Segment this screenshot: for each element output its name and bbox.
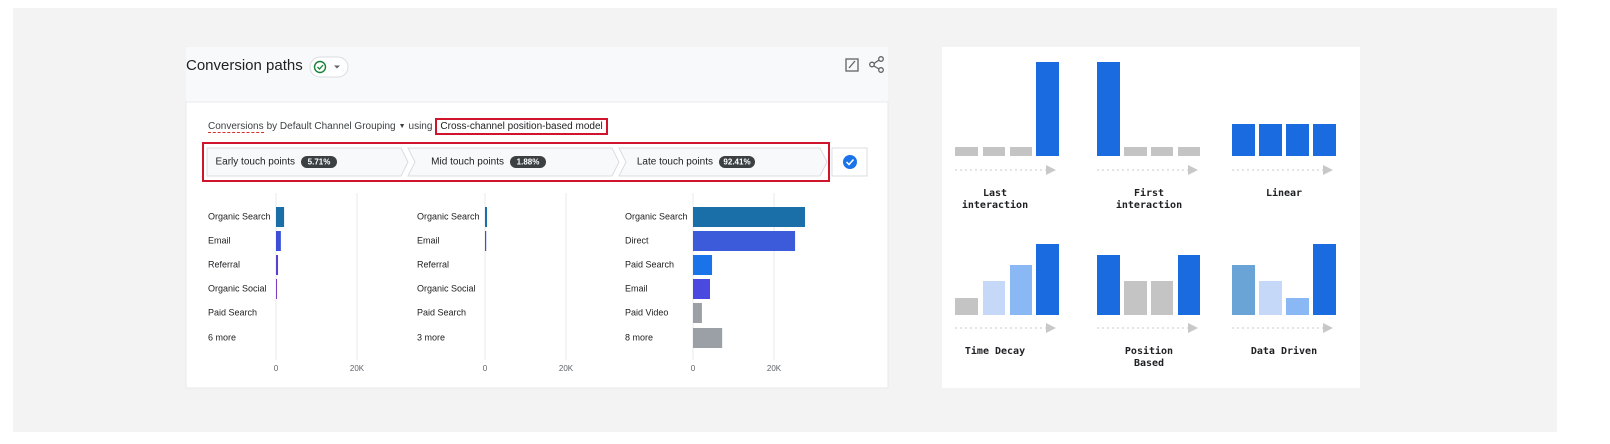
- stage-share: 5.71%: [308, 158, 331, 167]
- bar: [693, 279, 711, 299]
- stage-label: Mid touch points: [431, 157, 504, 168]
- model-label: Position Based: [1124, 346, 1174, 369]
- stage-share: 1.88%: [517, 158, 540, 167]
- category-label: 8 more: [625, 332, 653, 342]
- model-label: First interaction: [1115, 188, 1183, 211]
- x-tick-label: 0: [274, 364, 279, 373]
- category-label: Email: [208, 235, 231, 245]
- model-label: Linear: [1265, 188, 1303, 199]
- x-tick-label: 20K: [767, 364, 782, 373]
- edit-icon[interactable]: [845, 58, 859, 72]
- x-tick-label: 20K: [350, 364, 365, 373]
- model-label: Data Driven: [1250, 346, 1318, 357]
- bar: [693, 303, 702, 323]
- share-icon[interactable]: [869, 56, 884, 73]
- bar: [693, 231, 796, 251]
- status-icon: [313, 60, 327, 74]
- stage-share-badge: [719, 156, 755, 168]
- stage-share: 92.41%: [723, 158, 750, 167]
- category-label: 6 more: [208, 332, 236, 342]
- bar: [276, 255, 279, 275]
- metric[interactable]: Conversions: [208, 120, 264, 133]
- category-label: Organic Search: [208, 211, 271, 221]
- category-label: Paid Search: [417, 307, 466, 317]
- bar: [485, 231, 487, 251]
- category-label: Paid Search: [208, 307, 257, 317]
- models-panel: [942, 47, 1360, 388]
- apply-icon: [843, 155, 857, 169]
- bar: [276, 231, 281, 251]
- category-label: Organic Social: [208, 283, 267, 293]
- stage-label: Late touch points: [637, 157, 713, 168]
- bar: [276, 279, 278, 299]
- dimension[interactable]: by Default Channel Grouping: [266, 121, 396, 132]
- model-label: Last interaction: [961, 188, 1029, 211]
- connector: using: [408, 121, 433, 132]
- model-illustrations: [955, 62, 1336, 333]
- status-pill[interactable]: [309, 56, 349, 78]
- x-tick-label: 0: [691, 364, 696, 373]
- stage-share-badge: [510, 156, 546, 168]
- category-label: 3 more: [417, 332, 445, 342]
- bar: [693, 255, 713, 275]
- category-label: Referral: [417, 259, 449, 269]
- category-label: Organic Search: [417, 211, 480, 221]
- category-label: Paid Search: [625, 259, 674, 269]
- page-title: Conversion paths: [186, 57, 303, 74]
- model-label: Time Decay: [964, 346, 1026, 357]
- category-label: Direct: [625, 235, 649, 245]
- category-label: Organic Search: [625, 211, 688, 221]
- bar: [693, 207, 805, 227]
- card-header: [186, 47, 888, 102]
- model-selector[interactable]: Cross-channel position-based model: [435, 118, 608, 135]
- category-label: Organic Social: [417, 283, 476, 293]
- x-tick-label: 0: [483, 364, 488, 373]
- apply-check: [845, 158, 855, 166]
- category-label: Email: [625, 283, 648, 293]
- category-label: Referral: [208, 259, 240, 269]
- x-tick-label: 20K: [559, 364, 574, 373]
- bar: [693, 328, 723, 348]
- dropdown-caret: ▼: [398, 123, 406, 130]
- stage-label: Early touch points: [216, 157, 296, 168]
- bar: [485, 207, 488, 227]
- edit-pen: [848, 60, 856, 69]
- status-check: [317, 64, 324, 70]
- bar: [276, 207, 285, 227]
- category-label: Email: [417, 235, 440, 245]
- dropdown-arrow: [334, 65, 340, 69]
- query-line: Conversions by Default Channel Grouping …: [208, 118, 608, 135]
- stage-highlight: [202, 142, 830, 182]
- stage-share-badge: [301, 156, 337, 168]
- category-label: Paid Video: [625, 307, 668, 317]
